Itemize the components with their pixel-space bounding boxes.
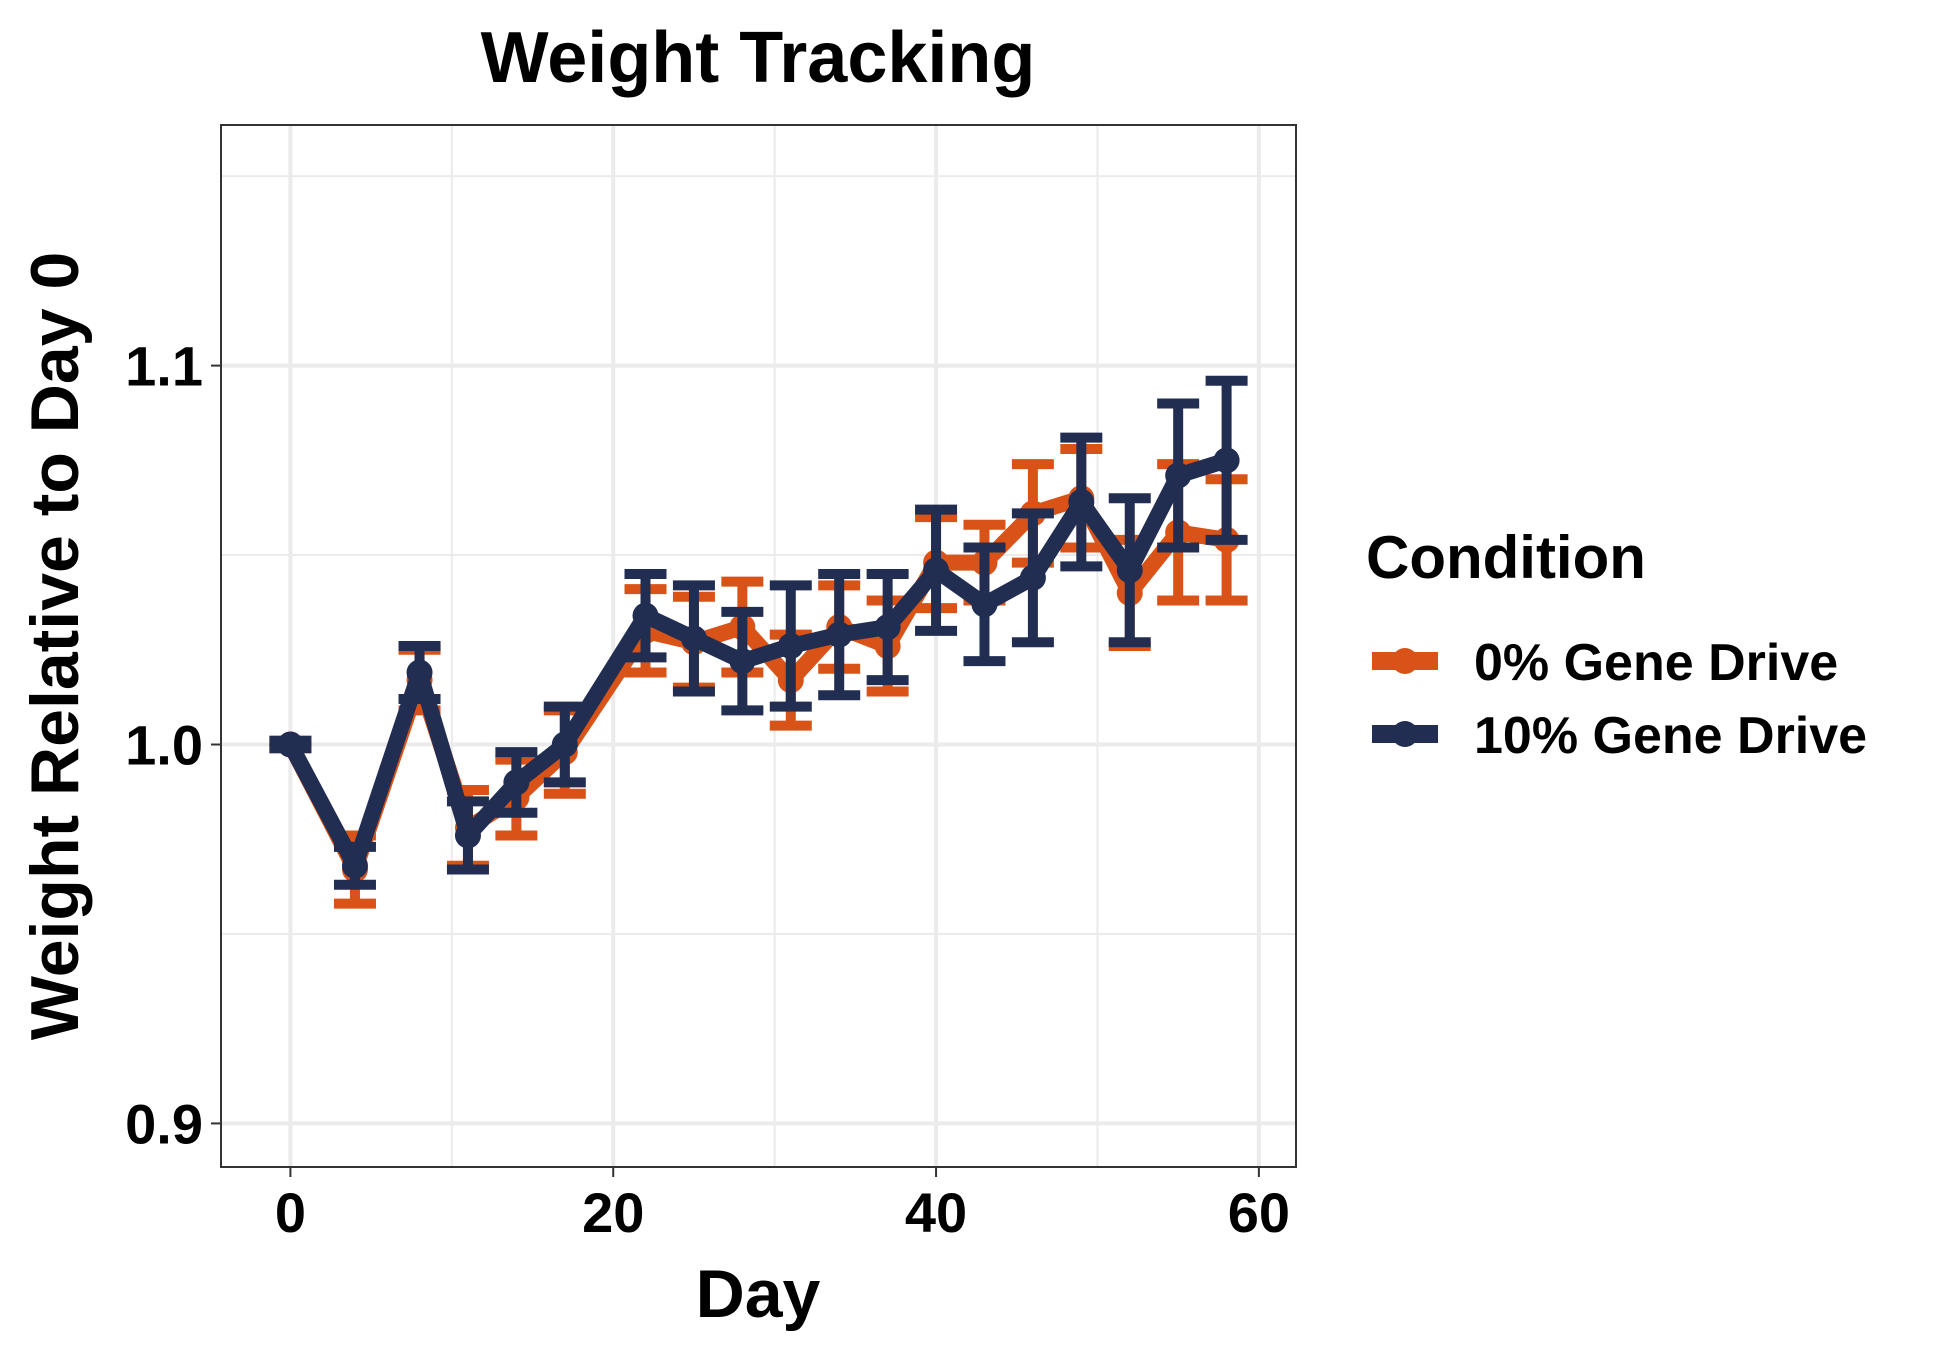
plot-panel: [220, 124, 1297, 1168]
x-tick-label: 20: [582, 1181, 644, 1244]
data-point: [826, 621, 853, 648]
data-point: [1116, 557, 1143, 584]
legend-title: Condition: [1366, 524, 1646, 591]
y-tick-label: 1.0: [125, 714, 203, 777]
x-axis: 0 20 40 60: [275, 1167, 1290, 1244]
legend-label: 0% Gene Drive: [1474, 634, 1838, 692]
data-point: [503, 769, 530, 796]
data-point: [923, 557, 950, 584]
x-tick-label: 0: [275, 1181, 306, 1244]
data-point: [406, 659, 433, 686]
data-point: [551, 731, 578, 758]
legend: Condition 0% Gene Drive 10% Gene Drive: [1366, 524, 1867, 765]
legend-item-1: 10% Gene Drive: [1372, 707, 1867, 765]
data-point: [729, 648, 756, 675]
y-axis: 0.9 1.0 1.1: [125, 335, 221, 1155]
legend-items: 0% Gene Drive 10% Gene Drive: [1372, 634, 1867, 765]
data-point: [1165, 462, 1192, 489]
series-layer: [269, 375, 1248, 909]
legend-key-point: [1392, 648, 1418, 674]
data-point: [341, 852, 368, 879]
chart-title: Weight Tracking: [481, 18, 1036, 98]
y-axis-title: Weight Relative to Day 0: [17, 252, 93, 1041]
legend-label: 10% Gene Drive: [1474, 707, 1867, 765]
grid-major: [221, 125, 1296, 1167]
data-point: [1213, 447, 1240, 474]
x-tick-label: 40: [905, 1181, 967, 1244]
x-axis-title: Day: [696, 1256, 821, 1332]
legend-item-0: 0% Gene Drive: [1372, 634, 1838, 692]
data-point: [874, 614, 901, 641]
y-tick-label: 1.1: [125, 335, 203, 398]
data-point: [277, 731, 304, 758]
data-point: [632, 602, 659, 629]
y-tick-label: 0.9: [125, 1092, 203, 1155]
plot-border: [220, 124, 1297, 1168]
data-point: [777, 633, 804, 659]
data-point: [454, 822, 481, 849]
data-point: [1068, 489, 1095, 516]
data-point: [680, 625, 707, 652]
series-1: [269, 375, 1248, 890]
legend-key-point: [1392, 721, 1418, 747]
data-point: [1019, 564, 1046, 591]
data-point: [971, 591, 998, 618]
x-tick-label: 60: [1228, 1181, 1290, 1244]
